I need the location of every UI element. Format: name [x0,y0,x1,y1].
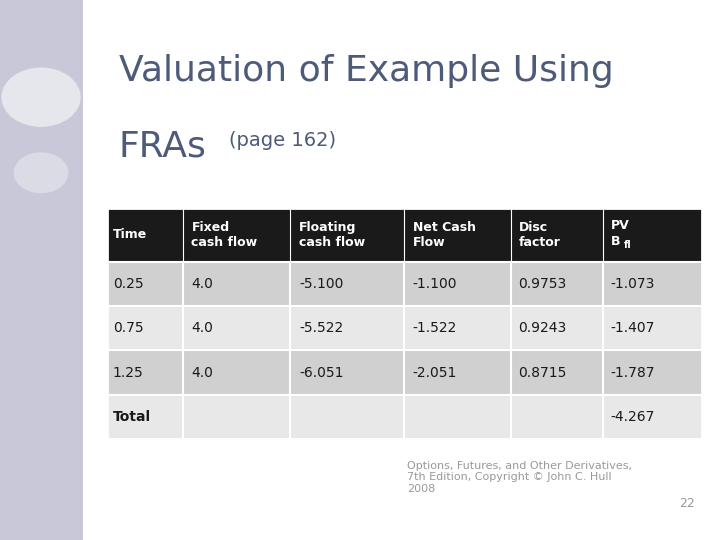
Point [285,303,294,309]
Text: -5.522: -5.522 [299,321,343,335]
Point [400,303,408,309]
Text: 22: 22 [679,497,695,510]
Point [507,303,516,309]
Point [179,205,187,211]
Point [507,259,516,265]
Point [179,347,187,354]
Point [507,303,516,309]
Point [507,436,516,442]
Point [598,259,607,265]
Bar [107,350,702,395]
Text: 1.25: 1.25 [112,366,143,380]
Text: 0.9753: 0.9753 [518,277,567,291]
Point [179,259,187,265]
Text: B: B [611,235,620,248]
Text: 0.25: 0.25 [112,277,143,291]
Text: -1.787: -1.787 [611,366,655,380]
Bar [107,306,702,350]
Point [179,303,187,309]
Point [400,347,408,354]
Text: Floating
cash flow: Floating cash flow [299,221,365,249]
Text: -6.051: -6.051 [299,366,343,380]
Text: -4.267: -4.267 [611,410,655,424]
Text: fl: fl [624,240,631,249]
Point [285,303,294,309]
Text: FRAs: FRAs [119,130,207,164]
Point [179,436,187,442]
Text: -2.051: -2.051 [413,366,457,380]
Text: -1.073: -1.073 [611,277,655,291]
Circle shape [1,68,81,127]
Point [598,303,607,309]
Text: 0.75: 0.75 [112,321,143,335]
Text: Time: Time [112,228,147,241]
Point [400,205,408,211]
Text: (page 162): (page 162) [229,131,336,150]
Point [285,205,294,211]
Point [598,303,607,309]
Point [179,259,187,265]
Text: Valuation of Example Using: Valuation of Example Using [119,54,613,88]
Text: -1.522: -1.522 [413,321,457,335]
Point [400,259,408,265]
Point [598,392,607,398]
Point [507,347,516,354]
Point [179,392,187,398]
Point [400,303,408,309]
Text: Disc
factor: Disc factor [518,221,560,249]
Point [598,347,607,354]
Point [400,436,408,442]
Point [507,259,516,265]
Point [285,347,294,354]
Text: 0.9243: 0.9243 [518,321,567,335]
Bar [107,208,702,439]
Point [400,347,408,354]
Bar [107,262,702,306]
Text: -5.100: -5.100 [299,277,343,291]
Point [285,436,294,442]
Point [598,259,607,265]
Bar [0,0,83,540]
Text: Options, Futures, and Other Derivatives,
7th Edition, Copyright © John C. Hull
2: Options, Futures, and Other Derivatives,… [407,461,632,494]
Point [598,347,607,354]
Point [285,392,294,398]
Point [285,259,294,265]
Point [179,392,187,398]
Point [400,392,408,398]
Point [507,392,516,398]
Text: PV: PV [611,219,629,232]
Bar [107,208,702,262]
Text: Net Cash
Flow: Net Cash Flow [413,221,476,249]
Text: Total: Total [112,410,150,424]
Point [285,259,294,265]
Point [179,347,187,354]
Text: 4.0: 4.0 [192,277,213,291]
Text: 4.0: 4.0 [192,366,213,380]
Circle shape [14,152,68,193]
Point [507,347,516,354]
Text: Fixed
cash flow: Fixed cash flow [192,221,258,249]
Point [507,205,516,211]
Point [400,392,408,398]
Point [400,259,408,265]
Text: 0.8715: 0.8715 [518,366,567,380]
Point [598,436,607,442]
Point [598,392,607,398]
Text: 4.0: 4.0 [192,321,213,335]
Point [507,392,516,398]
Bar [107,395,702,439]
Text: -1.407: -1.407 [611,321,655,335]
Point [179,303,187,309]
Point [285,347,294,354]
Point [598,205,607,211]
Point [285,392,294,398]
Text: -1.100: -1.100 [413,277,457,291]
